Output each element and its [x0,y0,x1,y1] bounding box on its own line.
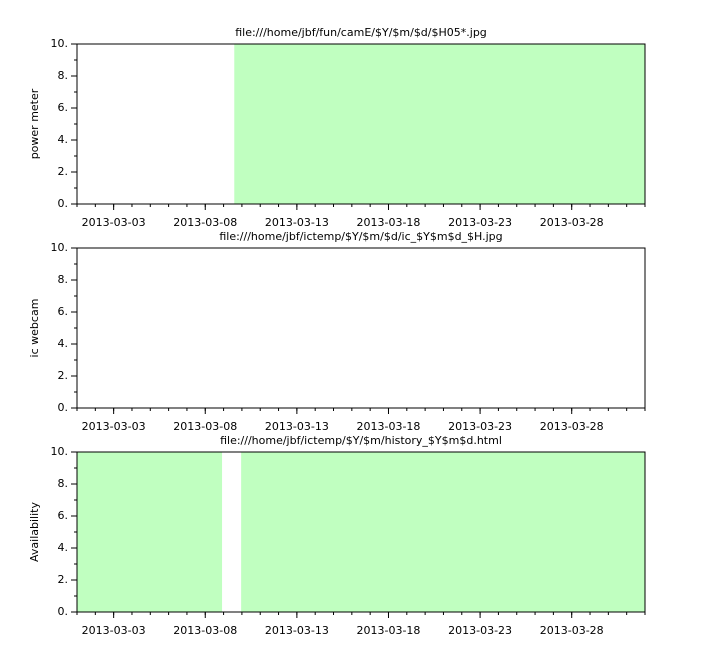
y-tick-label: 0. [58,605,69,618]
x-tick-label: 2013-03-18 [357,624,421,637]
y-tick-label: 10. [51,241,69,254]
y-tick-label: 10. [51,37,69,50]
plot-frame [76,247,646,409]
x-tick-label: 2013-03-23 [448,420,512,433]
x-tick-label: 2013-03-08 [173,216,237,229]
y-tick-label: 8. [58,273,69,286]
y-tick-label: 0. [58,197,69,210]
y-axis-label: ic webcam [28,299,41,358]
y-tick-label: 8. [58,69,69,82]
x-tick-label: 2013-03-08 [173,624,237,637]
x-tick-label: 2013-03-23 [448,624,512,637]
y-axis-label: Availability [28,502,41,562]
x-tick-label: 2013-03-18 [357,216,421,229]
availability-span [241,452,646,612]
x-tick-label: 2013-03-03 [82,216,146,229]
x-tick-label: 2013-03-28 [540,216,604,229]
y-tick-label: 6. [58,509,69,522]
x-tick-label: 2013-03-03 [82,420,146,433]
y-tick-label: 2. [58,165,69,178]
x-tick-label: 2013-03-08 [173,420,237,433]
panel-title: file:///home/jbf/fun/camE/$Y/$m/$d/$H05*… [235,26,487,39]
y-tick-label: 2. [58,573,69,586]
y-tick-label: 8. [58,477,69,490]
y-tick-label: 0. [58,401,69,414]
availability-span [234,44,646,204]
y-tick-label: 4. [58,541,69,554]
y-tick-label: 4. [58,133,69,146]
x-tick-label: 2013-03-18 [357,420,421,433]
x-tick-label: 2013-03-28 [540,624,604,637]
y-tick-label: 4. [58,337,69,350]
y-tick-label: 6. [58,305,69,318]
y-tick-label: 10. [51,445,69,458]
y-tick-label: 2. [58,369,69,382]
y-tick-label: 6. [58,101,69,114]
x-tick-label: 2013-03-13 [265,624,329,637]
panel-title: file:///home/jbf/ictemp/$Y/$m/$d/ic_$Y$m… [219,230,502,243]
x-tick-label: 2013-03-23 [448,216,512,229]
x-tick-label: 2013-03-13 [265,420,329,433]
availability-span [77,452,223,612]
x-tick-label: 2013-03-28 [540,420,604,433]
x-tick-label: 2013-03-03 [82,624,146,637]
y-axis-label: power meter [28,88,41,159]
panel-title: file:///home/jbf/ictemp/$Y/$m/history_$Y… [220,434,502,447]
x-tick-label: 2013-03-13 [265,216,329,229]
